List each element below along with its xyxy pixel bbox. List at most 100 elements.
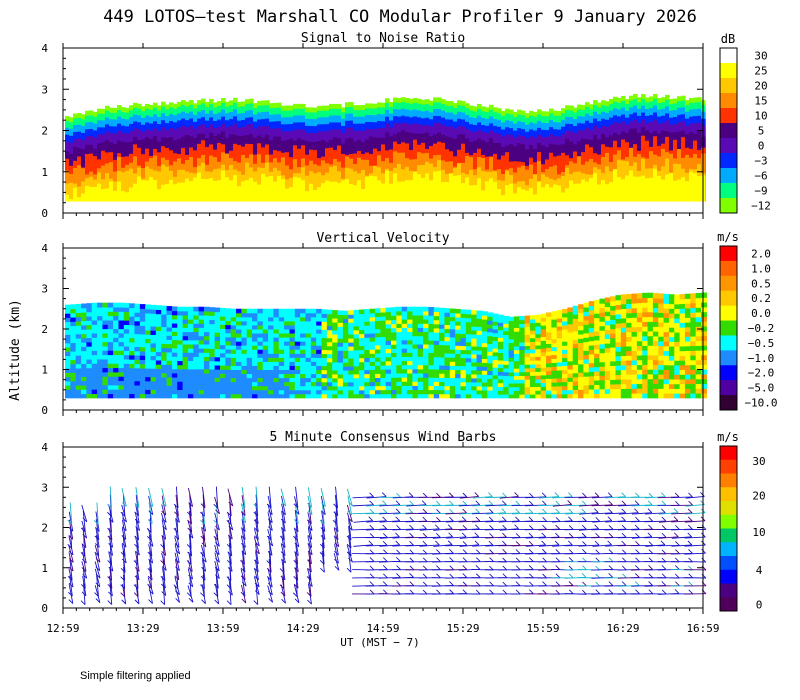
velocity-cell bbox=[166, 364, 173, 370]
velocity-cell bbox=[471, 338, 478, 343]
snr-cell bbox=[529, 188, 534, 202]
velocity-cell bbox=[187, 385, 194, 391]
velocity-cell bbox=[150, 376, 157, 382]
velocity-cell bbox=[139, 342, 146, 348]
velocity-cell bbox=[113, 358, 120, 364]
velocity-cell bbox=[428, 356, 435, 362]
wind-barb bbox=[294, 496, 300, 515]
velocity-cell bbox=[182, 327, 189, 333]
velocity-cell bbox=[262, 312, 269, 318]
velocity-cell bbox=[241, 333, 248, 338]
velocity-cell bbox=[150, 347, 157, 352]
velocity-cell bbox=[374, 381, 381, 387]
velocity-cell bbox=[289, 365, 296, 370]
snr-cell bbox=[237, 186, 242, 202]
velocity-cell bbox=[241, 361, 248, 366]
velocity-cell bbox=[642, 302, 649, 308]
wind-barb bbox=[214, 552, 220, 571]
wind-barb bbox=[95, 511, 100, 532]
velocity-cell bbox=[252, 365, 258, 370]
velocity-cell bbox=[332, 365, 339, 371]
velocity-cell bbox=[433, 389, 440, 395]
velocity-cell bbox=[701, 326, 707, 332]
velocity-cell bbox=[134, 333, 141, 339]
velocity-cell bbox=[529, 360, 536, 365]
velocity-cell bbox=[257, 320, 264, 326]
velocity-cell bbox=[257, 324, 264, 330]
wind-barb bbox=[200, 545, 207, 563]
velocity-cell bbox=[615, 369, 622, 376]
colorbar-label: −3 bbox=[754, 155, 767, 168]
velocity-cell bbox=[380, 365, 387, 370]
velocity-cell bbox=[684, 393, 691, 399]
velocity-cell bbox=[439, 377, 446, 382]
velocity-cell bbox=[166, 310, 173, 315]
velocity-cell bbox=[476, 389, 483, 395]
velocity-cell bbox=[257, 333, 264, 338]
velocity-cell bbox=[556, 338, 563, 343]
velocity-cell bbox=[342, 374, 349, 379]
snr-cell bbox=[245, 180, 250, 202]
velocity-cell bbox=[620, 355, 627, 361]
velocity-cell bbox=[668, 346, 675, 352]
velocity-cell bbox=[465, 377, 472, 383]
velocity-cell bbox=[610, 337, 617, 343]
velocity-cell bbox=[321, 341, 328, 347]
velocity-cell bbox=[631, 345, 638, 351]
velocity-cell bbox=[219, 348, 226, 354]
velocity-cell bbox=[166, 339, 173, 345]
velocity-cell bbox=[540, 313, 547, 318]
velocity-cell bbox=[508, 360, 515, 366]
wind-barb-flag bbox=[108, 518, 114, 523]
velocity-cell bbox=[684, 303, 691, 309]
velocity-cell bbox=[444, 312, 451, 317]
velocity-cell bbox=[658, 393, 665, 399]
velocity-cell bbox=[193, 377, 200, 382]
velocity-cell bbox=[578, 393, 585, 399]
velocity-cell bbox=[65, 355, 71, 361]
snr-cell bbox=[477, 178, 482, 202]
wind-barb bbox=[308, 502, 312, 524]
velocity-cell bbox=[129, 376, 136, 382]
velocity-cell bbox=[203, 310, 210, 316]
velocity-cell bbox=[578, 376, 585, 382]
velocity-cell bbox=[241, 373, 248, 379]
velocity-cell bbox=[81, 393, 87, 399]
velocity-cell bbox=[225, 320, 232, 326]
velocity-cell bbox=[487, 393, 494, 399]
velocity-cell bbox=[658, 345, 665, 351]
wind-barb bbox=[215, 502, 219, 525]
velocity-cell bbox=[278, 329, 285, 334]
wind-barb-flag bbox=[307, 526, 313, 531]
velocity-cell bbox=[102, 315, 109, 321]
velocity-cell bbox=[556, 334, 563, 339]
velocity-cell bbox=[503, 379, 510, 384]
velocity-cell bbox=[407, 339, 413, 345]
wind-barb bbox=[333, 528, 340, 547]
wind-barb-flag bbox=[226, 559, 232, 565]
velocity-cell bbox=[241, 324, 248, 330]
wind-barb-flag bbox=[160, 560, 165, 565]
velocity-cell bbox=[684, 383, 691, 389]
velocity-cell bbox=[358, 369, 365, 375]
velocity-cell bbox=[225, 328, 232, 334]
velocity-cell bbox=[578, 325, 585, 331]
velocity-cell bbox=[588, 331, 595, 337]
velocity-cell bbox=[535, 363, 542, 369]
velocity-cell bbox=[193, 356, 200, 362]
snr-cell bbox=[105, 173, 110, 202]
wind-barb bbox=[227, 488, 234, 507]
velocity-cell bbox=[401, 310, 408, 316]
snr-cell bbox=[161, 164, 166, 202]
velocity-cell bbox=[246, 341, 253, 346]
velocity-cell bbox=[647, 373, 654, 380]
velocity-cell bbox=[268, 373, 275, 379]
velocity-cell bbox=[594, 299, 601, 305]
velocity-cell bbox=[449, 393, 456, 399]
colorbar-swatch bbox=[720, 365, 737, 381]
snr-cell bbox=[533, 194, 538, 202]
wind-barb-flag bbox=[134, 575, 140, 581]
wind-barb bbox=[175, 486, 179, 509]
velocity-cell bbox=[203, 315, 210, 320]
velocity-cell bbox=[674, 388, 681, 394]
